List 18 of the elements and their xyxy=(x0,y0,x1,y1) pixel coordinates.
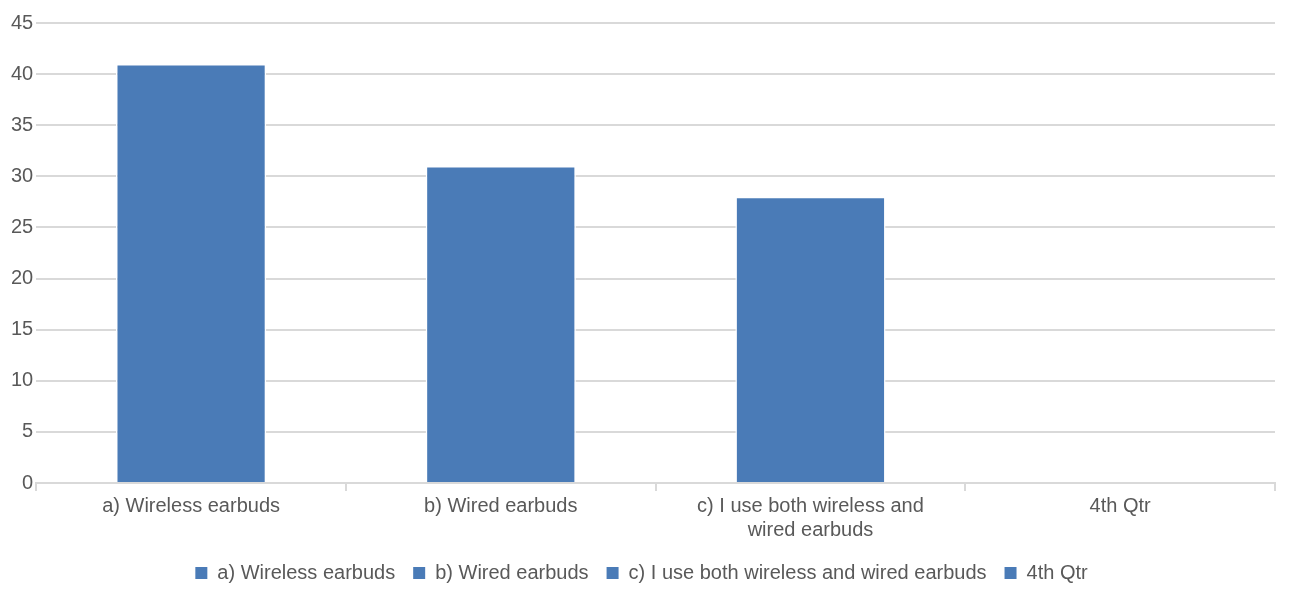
y-tick-label: 10 xyxy=(11,368,34,391)
x-tick-label: c) I use both wireless and wired earbuds xyxy=(697,493,924,540)
y-tick-label: 20 xyxy=(11,266,34,289)
legend-label: c) I use both wireless and wired earbuds xyxy=(628,560,987,583)
legend-label: b) Wired earbuds xyxy=(435,560,589,583)
y-tick-label: 35 xyxy=(11,112,34,135)
y-tick-label: 25 xyxy=(11,214,34,237)
y-tick-label: 0 xyxy=(22,470,34,493)
y-tick-label: 15 xyxy=(11,317,34,340)
x-tick-label: 4th Qtr xyxy=(1089,493,1152,516)
y-tick-label: 30 xyxy=(11,163,34,186)
y-tick-label: 40 xyxy=(11,61,34,84)
y-tick-label: 5 xyxy=(22,419,34,442)
legend-label: a) Wireless earbuds xyxy=(217,560,396,583)
legend-label: 4th Qtr xyxy=(1026,560,1089,583)
x-tick-label: b) Wired earbuds xyxy=(424,493,578,516)
y-tick-label: 45 xyxy=(11,10,34,33)
x-tick-label: a) Wireless earbuds xyxy=(102,493,281,516)
